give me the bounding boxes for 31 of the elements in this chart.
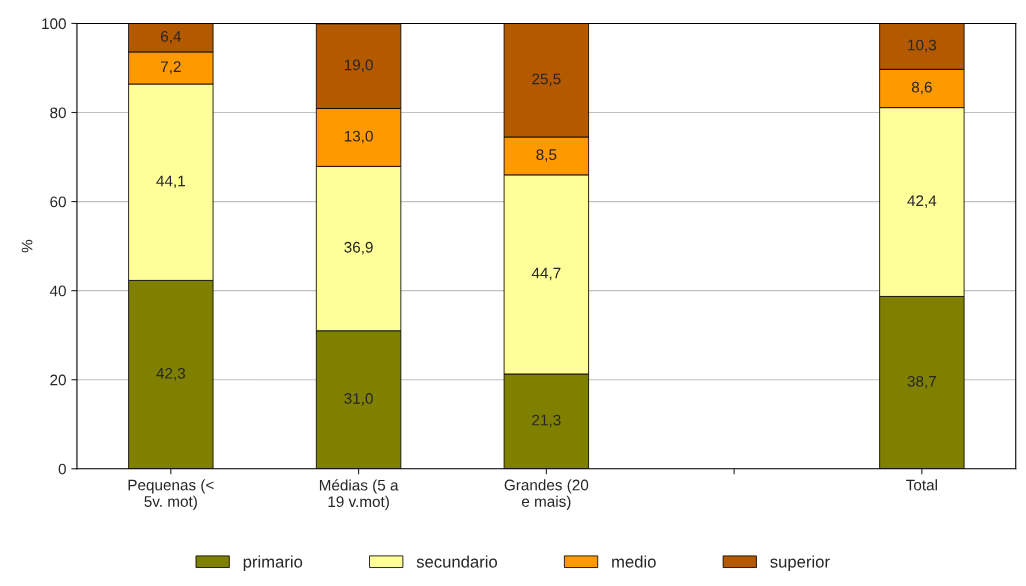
y-tick-label: 80 [50,107,66,119]
legend-label: secundario [416,555,498,568]
data-label: 25,5 [532,73,561,87]
data-label: 13,0 [344,130,373,144]
data-label: 8,5 [536,149,557,162]
y-tick-label: 0 [58,463,66,475]
x-tick-label: Total [906,479,937,491]
y-tick-label: 20 [50,374,66,386]
legend-label: superior [770,555,830,571]
data-label: 36,9 [344,241,373,255]
data-label: 19,0 [344,59,373,73]
y-tick-label: 60 [50,196,66,208]
legend-label: medio [612,555,656,568]
data-label: 10,3 [908,39,937,53]
y-tick-label: 100 [42,18,66,30]
data-label: 38,7 [907,375,936,389]
data-label: 44,7 [531,267,561,281]
legend-label: primario [243,555,303,571]
data-label: 42,3 [156,367,186,381]
data-label: 31,0 [344,393,373,406]
x-tick-label: Pequenas (< 5v. mot) [128,479,214,510]
data-label: 6,4 [160,30,181,44]
data-label: 42,4 [907,195,937,208]
x-tick-label: Médias (5 a 19 v.mot) [319,479,399,511]
y-axis-title: % [21,239,33,253]
data-label: 21,3 [532,414,561,428]
data-label: 44,1 [156,175,185,189]
data-label: 7,2 [160,61,181,74]
data-label: 8,6 [911,81,932,95]
y-tick-label: 40 [49,285,66,297]
x-tick-label: Grandes (20 e mais) [504,479,589,510]
